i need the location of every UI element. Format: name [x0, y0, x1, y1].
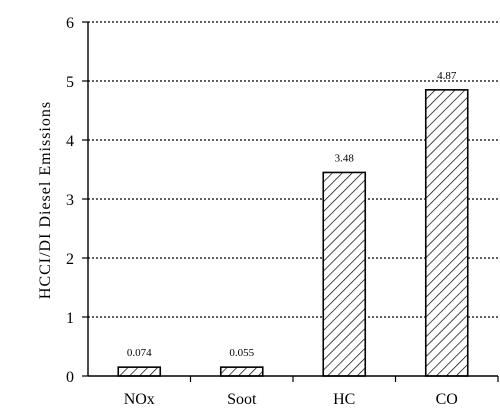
y-tick-label: 2 [66, 251, 74, 268]
data-label: 4.87 [437, 70, 457, 82]
y-tick-label: 3 [66, 192, 74, 209]
bar-nox [117, 366, 162, 377]
x-tick-label: Soot [227, 391, 257, 408]
data-label: 0.055 [229, 347, 254, 359]
y-axis-title: HCCI/DI Diesel Emissions [37, 101, 54, 299]
bars [117, 89, 469, 377]
data-label: 0.074 [127, 347, 152, 359]
y-tick-label: 0 [66, 369, 74, 386]
bar-co [424, 89, 469, 377]
y-tick-label: 6 [66, 15, 74, 32]
y-tick-label: 5 [66, 74, 74, 91]
bar-hc [322, 171, 367, 377]
data-label: 3.48 [335, 152, 355, 164]
bar-soot [219, 366, 264, 377]
labels: 0 1 2 3 4 5 6 NOx 0.074 Soot 0.055 HC 3.48 CO 4.87 [66, 15, 458, 408]
axes [82, 21, 499, 382]
y-tick-label: 1 [66, 310, 74, 327]
y-tick-label: 4 [66, 133, 74, 150]
x-tick-label: HC [333, 391, 355, 408]
x-tick-label: NOx [124, 391, 155, 408]
x-tick-label: CO [436, 391, 458, 408]
